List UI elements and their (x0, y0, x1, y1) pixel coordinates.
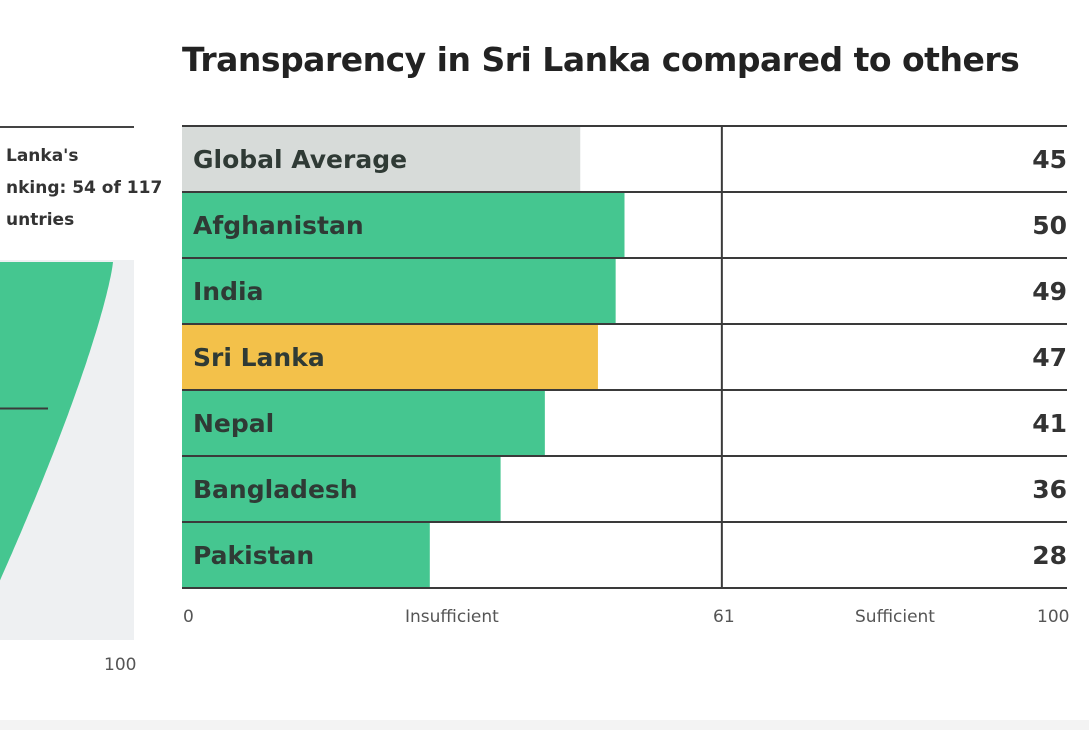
bar-value-india: 49 (1032, 277, 1067, 306)
bar-label-nepal: Nepal (193, 409, 275, 438)
ranking-top-rule (0, 126, 134, 128)
x-axis-sufficient-label: Sufficient (855, 607, 935, 627)
bar-value-sri-lanka: 47 (1032, 343, 1067, 372)
ranking-text-line-1: Lanka's (6, 146, 79, 166)
ranking-text-line-2: nking: 54 of 117 (6, 178, 163, 198)
bar-value-bangladesh: 36 (1032, 475, 1067, 504)
bar-label-pakistan: Pakistan (193, 541, 315, 570)
bar-label-global-average: Global Average (193, 145, 408, 174)
x-axis-insufficient-label: Insufficient (405, 607, 499, 627)
bar-label-bangladesh: Bangladesh (193, 475, 358, 504)
ranking-distribution-chart (0, 262, 113, 596)
bar-global-average (182, 126, 581, 192)
bar-label-india: India (193, 277, 264, 306)
bar-value-global-average: 45 (1032, 145, 1067, 174)
chart-title: Transparency in Sri Lanka compared to ot… (182, 40, 1020, 79)
x-axis-threshold-label: 61 (713, 607, 735, 627)
bar-label-sri-lanka: Sri Lanka (193, 343, 325, 372)
bar-value-nepal: 41 (1032, 409, 1067, 438)
ranking-distribution-area (0, 262, 113, 596)
bar-nepal (182, 390, 545, 456)
bar-india (182, 258, 616, 324)
ranking-text-line-3: untries (6, 210, 75, 230)
bar-value-pakistan: 28 (1032, 541, 1067, 570)
x-axis-min-label: 0 (183, 607, 194, 627)
x-axis-max-label: 100 (1037, 607, 1070, 627)
bar-sri-lanka (182, 324, 598, 390)
bar-pakistan (182, 522, 430, 588)
bar-label-afghanistan: Afghanistan (193, 211, 364, 240)
bar-afghanistan (182, 192, 625, 258)
bottom-strip (0, 720, 1089, 730)
ranking-axis-max-label: 100 (104, 655, 137, 675)
bar-bangladesh (182, 456, 501, 522)
bar-value-afghanistan: 50 (1032, 211, 1067, 240)
